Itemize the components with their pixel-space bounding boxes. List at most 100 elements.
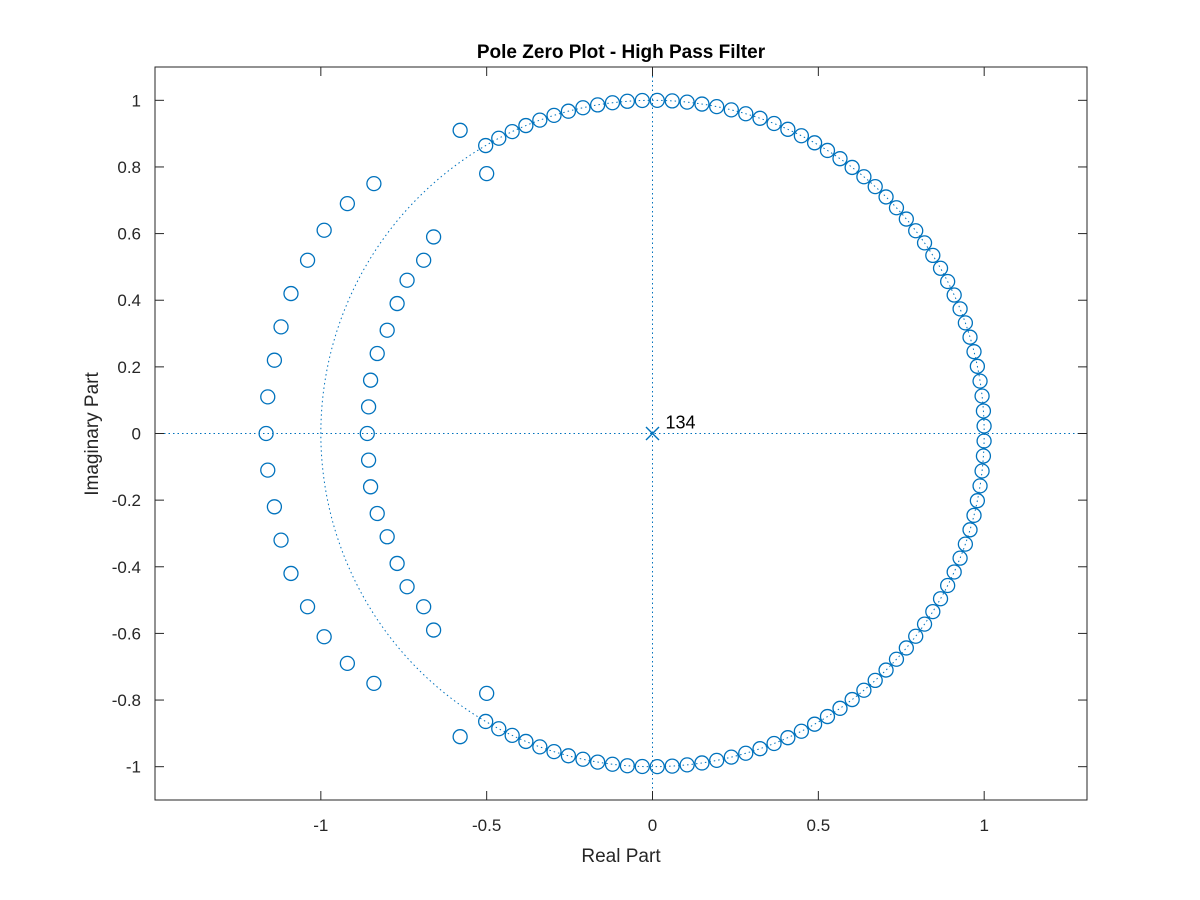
- y-tick-label: -1: [126, 758, 141, 777]
- zero-marker-unit-circle: [898, 640, 914, 656]
- zero-marker-unit-circle: [962, 329, 978, 345]
- zero-marker-unit-circle: [649, 92, 665, 109]
- zero-marker-unit-circle: [694, 96, 710, 112]
- zero-marker-unit-circle: [518, 117, 534, 134]
- y-tick-label: 0.4: [117, 291, 141, 310]
- zero-marker-unit-circle: [604, 756, 621, 772]
- zero-marker-unit-circle: [679, 757, 695, 773]
- zero-marker-inner-arc: [359, 425, 375, 442]
- zero-marker-outer-arc: [452, 122, 468, 138]
- zero-marker-unit-circle: [972, 478, 988, 494]
- chart-title: Pole Zero Plot - High Pass Filter: [477, 42, 766, 63]
- zero-marker-unit-circle: [634, 758, 650, 775]
- zero-marker-unit-circle: [664, 93, 680, 109]
- zero-marker-unit-circle: [974, 463, 990, 479]
- zero-marker-unit-circle: [856, 682, 872, 698]
- zero-marker-unit-circle: [806, 135, 823, 151]
- zero-marker-inner-arc: [399, 579, 415, 595]
- zero-marker-unit-circle: [878, 189, 894, 205]
- zero-marker-unit-circle: [916, 616, 933, 632]
- zero-marker-unit-circle: [888, 651, 905, 667]
- zero-marker-outer-arc: [366, 175, 382, 192]
- zero-marker-unit-circle: [504, 123, 520, 140]
- zero-marker-unit-circle: [491, 130, 507, 146]
- y-tick-label: -0.2: [112, 491, 141, 510]
- zero-marker-unit-circle: [844, 159, 860, 176]
- zero-marker-unit-circle: [966, 344, 982, 360]
- zero-marker-outer-arc: [273, 532, 289, 548]
- zero-marker-unit-circle: [664, 758, 680, 774]
- x-tick-label: -1: [313, 816, 328, 835]
- zero-marker-outer-arc: [366, 675, 382, 692]
- zero-marker-outer-arc: [283, 565, 299, 582]
- pole-marker: [645, 426, 660, 441]
- zero-marker-inner-arc: [416, 599, 432, 615]
- y-tick-label: -0.8: [112, 691, 141, 710]
- zero-marker-unit-circle: [916, 235, 933, 251]
- zero-marker-unit-circle: [819, 142, 836, 159]
- zero-marker-unit-circle: [856, 169, 872, 185]
- zero-marker-outer-arc: [266, 352, 283, 368]
- zero-marker-unit-circle: [766, 735, 782, 752]
- zero-marker-unit-circle: [709, 752, 725, 769]
- x-tick-label: 0: [648, 816, 657, 835]
- zero-marker-unit-circle: [780, 730, 796, 746]
- zero-marker-unit-circle: [832, 700, 848, 716]
- zero-marker-unit-circle: [738, 106, 754, 122]
- zero-marker-unit-circle: [888, 200, 905, 216]
- zero-marker-unit-circle: [969, 493, 986, 509]
- zero-marker-unit-circle: [738, 745, 754, 761]
- zero-marker-unit-circle: [709, 98, 725, 115]
- y-tick-label: -0.6: [112, 624, 141, 643]
- zero-marker-outer-arc: [258, 425, 274, 442]
- zero-marker-inner-arc: [379, 529, 395, 545]
- zero-marker-unit-circle: [867, 672, 883, 689]
- zero-marker-outer-arc: [260, 389, 276, 405]
- y-tick-label: 0: [132, 425, 141, 444]
- zero-marker-inner-arc: [379, 322, 395, 338]
- zero-marker-unit-circle: [819, 708, 836, 725]
- zero-marker-unit-circle: [832, 151, 848, 167]
- zero-marker-unit-circle: [546, 744, 562, 760]
- x-tick-label: 1: [979, 816, 988, 835]
- zero-marker-unit-circle: [491, 721, 507, 737]
- zero-marker-unit-circle: [932, 591, 949, 607]
- zero-marker-unit-circle: [575, 751, 591, 767]
- zero-marker-unit-circle: [560, 103, 577, 119]
- x-axis-label: Real Part: [581, 846, 661, 867]
- zero-marker-unit-circle: [546, 107, 562, 123]
- zero-marker-outer-arc: [283, 285, 299, 302]
- axes-background: [155, 67, 1087, 800]
- zero-marker-outer-arc: [266, 499, 283, 515]
- zero-marker-unit-circle: [867, 178, 883, 195]
- x-tick-label: -0.5: [472, 816, 501, 835]
- zero-marker-unit-circle: [962, 522, 978, 538]
- pole-multiplicity-label: 134: [666, 413, 696, 433]
- zero-marker-unit-circle: [532, 112, 548, 128]
- zero-marker-unit-circle: [806, 716, 823, 732]
- zero-marker-unit-circle: [634, 92, 650, 109]
- zero-marker-unit-circle: [975, 448, 992, 464]
- zero-marker-outer-arc: [452, 729, 468, 745]
- zero-marker-inner-arc: [425, 229, 442, 245]
- zero-marker-inner-arc: [362, 372, 379, 388]
- zero-marker-unit-circle: [957, 315, 974, 331]
- zero-marker-outer-arc: [273, 319, 289, 335]
- zero-marker-outer-arc: [299, 252, 316, 268]
- zero-marker-unit-circle: [532, 739, 548, 755]
- y-tick-label: 0.2: [117, 358, 141, 377]
- x-tick-label: 0.5: [807, 816, 831, 835]
- zero-marker-unit-circle: [940, 273, 956, 290]
- zero-marker-inner-arc: [362, 479, 379, 495]
- zero-marker-unit-circle: [560, 748, 577, 764]
- zero-marker-unit-circle: [723, 749, 739, 765]
- zero-marker-unit-circle: [478, 713, 494, 730]
- zero-marker-inner-arc: [399, 272, 415, 288]
- zero-marker-unit-circle: [679, 94, 695, 110]
- zero-marker-unit-circle: [649, 758, 665, 775]
- zero-marker-inner-arc: [369, 345, 385, 362]
- zero-marker-unit-circle: [752, 741, 768, 757]
- zero-marker-unit-circle: [878, 662, 894, 678]
- zero-marker-unit-circle: [969, 358, 986, 374]
